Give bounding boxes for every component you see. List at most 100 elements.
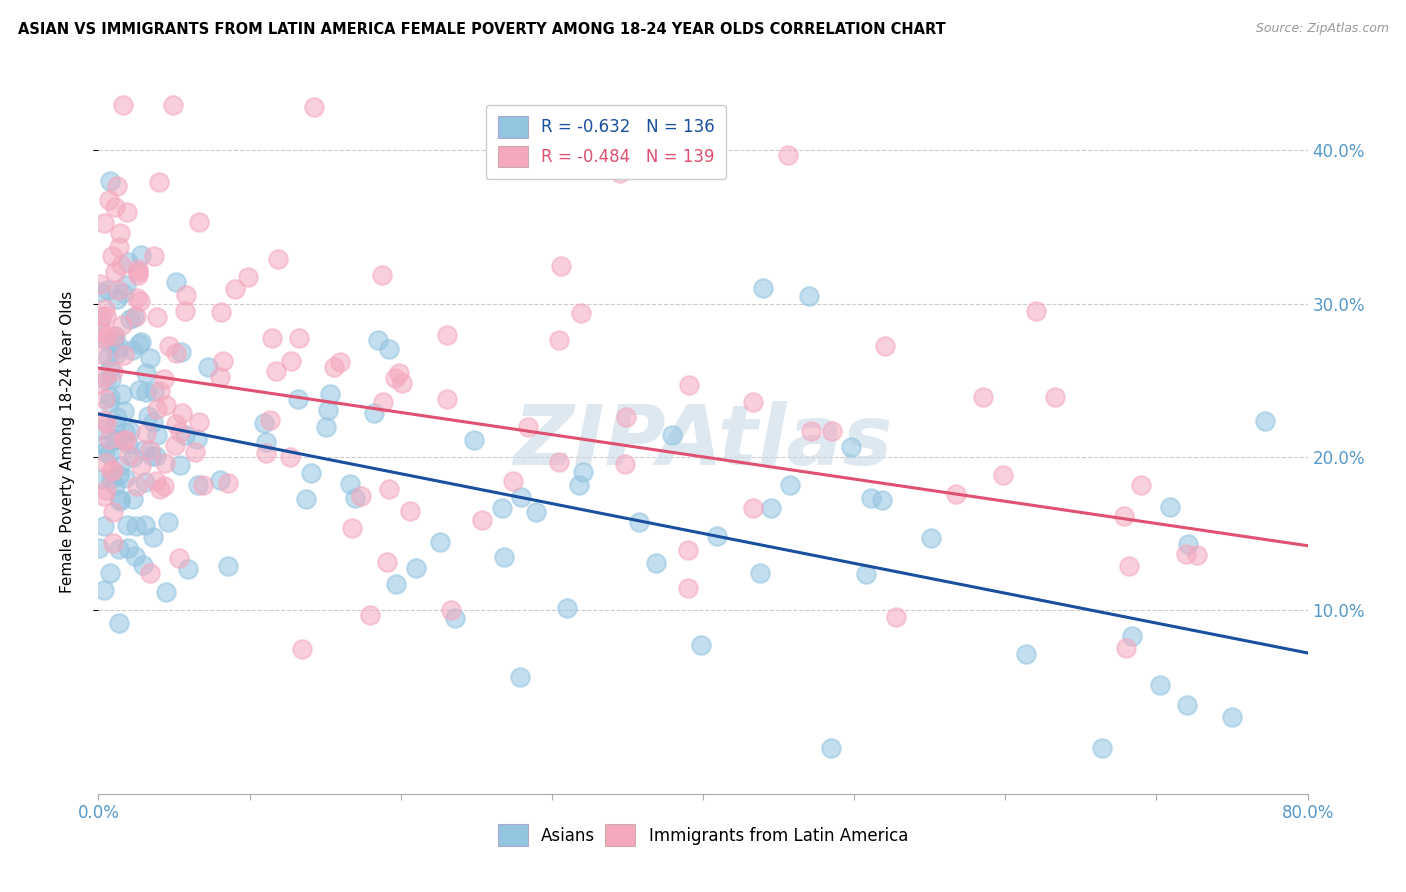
Point — [135, 366, 157, 380]
Point — [108, 492, 131, 507]
Point — [89, 285, 111, 299]
Point — [122, 491, 145, 506]
Point — [516, 420, 538, 434]
Point — [217, 559, 239, 574]
Point — [94, 483, 117, 498]
Point — [339, 476, 361, 491]
Point — [112, 285, 135, 300]
Point — [295, 492, 318, 507]
Point — [208, 369, 231, 384]
Point — [101, 536, 124, 550]
Point — [103, 505, 125, 519]
Point — [122, 450, 145, 464]
Point — [94, 330, 117, 344]
Point — [208, 473, 231, 487]
Point — [569, 306, 592, 320]
Point — [125, 519, 148, 533]
Point — [98, 174, 121, 188]
Y-axis label: Female Poverty Among 18-24 Year Olds: Female Poverty Among 18-24 Year Olds — [60, 291, 75, 592]
Point — [797, 289, 820, 303]
Point — [526, 505, 548, 519]
Point — [118, 424, 141, 438]
Point — [141, 449, 163, 463]
Point — [134, 475, 156, 489]
Point — [264, 364, 287, 378]
Point — [550, 259, 572, 273]
Point — [100, 464, 122, 478]
Point — [236, 270, 259, 285]
Point — [108, 616, 131, 631]
Point — [94, 416, 117, 430]
Point — [436, 392, 458, 406]
Point — [1159, 500, 1181, 514]
Point — [155, 584, 177, 599]
Point — [94, 309, 117, 323]
Point — [319, 386, 342, 401]
Point — [103, 334, 125, 348]
Point — [1015, 647, 1038, 661]
Point — [94, 456, 117, 470]
Point — [391, 376, 413, 391]
Point — [188, 215, 211, 229]
Point — [706, 529, 728, 543]
Point — [111, 386, 134, 401]
Point — [616, 409, 638, 424]
Point — [98, 391, 121, 405]
Point — [118, 448, 141, 462]
Point — [125, 291, 148, 305]
Point — [122, 310, 145, 325]
Point — [212, 353, 235, 368]
Point — [90, 325, 112, 339]
Point — [139, 351, 162, 365]
Point — [157, 339, 180, 353]
Point — [105, 417, 128, 431]
Point — [690, 639, 713, 653]
Point — [491, 501, 513, 516]
Point — [342, 521, 364, 535]
Point — [217, 476, 239, 491]
Point — [93, 489, 115, 503]
Point — [761, 501, 783, 516]
Point — [492, 549, 515, 564]
Point — [100, 471, 122, 485]
Point — [89, 277, 111, 292]
Point — [463, 433, 485, 447]
Point — [315, 420, 337, 434]
Point — [174, 288, 197, 302]
Legend: Asians, Immigrants from Latin America: Asians, Immigrants from Latin America — [491, 818, 915, 853]
Point — [155, 398, 177, 412]
Point — [253, 416, 276, 430]
Point — [91, 347, 114, 361]
Point — [101, 463, 124, 477]
Point — [142, 249, 165, 263]
Point — [98, 361, 121, 376]
Point — [266, 252, 288, 267]
Point — [1115, 641, 1137, 656]
Point — [117, 205, 139, 219]
Point — [821, 424, 844, 438]
Point — [108, 227, 131, 241]
Point — [120, 311, 142, 326]
Point — [388, 366, 411, 380]
Point — [1118, 559, 1140, 574]
Point — [1254, 414, 1277, 428]
Point — [121, 343, 143, 358]
Point — [262, 331, 284, 345]
Point — [108, 494, 131, 508]
Point — [224, 282, 246, 296]
Point — [129, 294, 152, 309]
Point — [436, 327, 458, 342]
Point — [108, 458, 131, 473]
Point — [259, 412, 281, 426]
Point — [209, 305, 232, 319]
Point — [375, 555, 398, 569]
Point — [128, 337, 150, 351]
Point — [97, 350, 120, 364]
Point — [1091, 740, 1114, 755]
Point — [373, 395, 395, 409]
Point — [1130, 478, 1153, 492]
Point — [502, 474, 524, 488]
Point — [165, 417, 187, 432]
Point — [104, 200, 127, 214]
Point — [678, 377, 700, 392]
